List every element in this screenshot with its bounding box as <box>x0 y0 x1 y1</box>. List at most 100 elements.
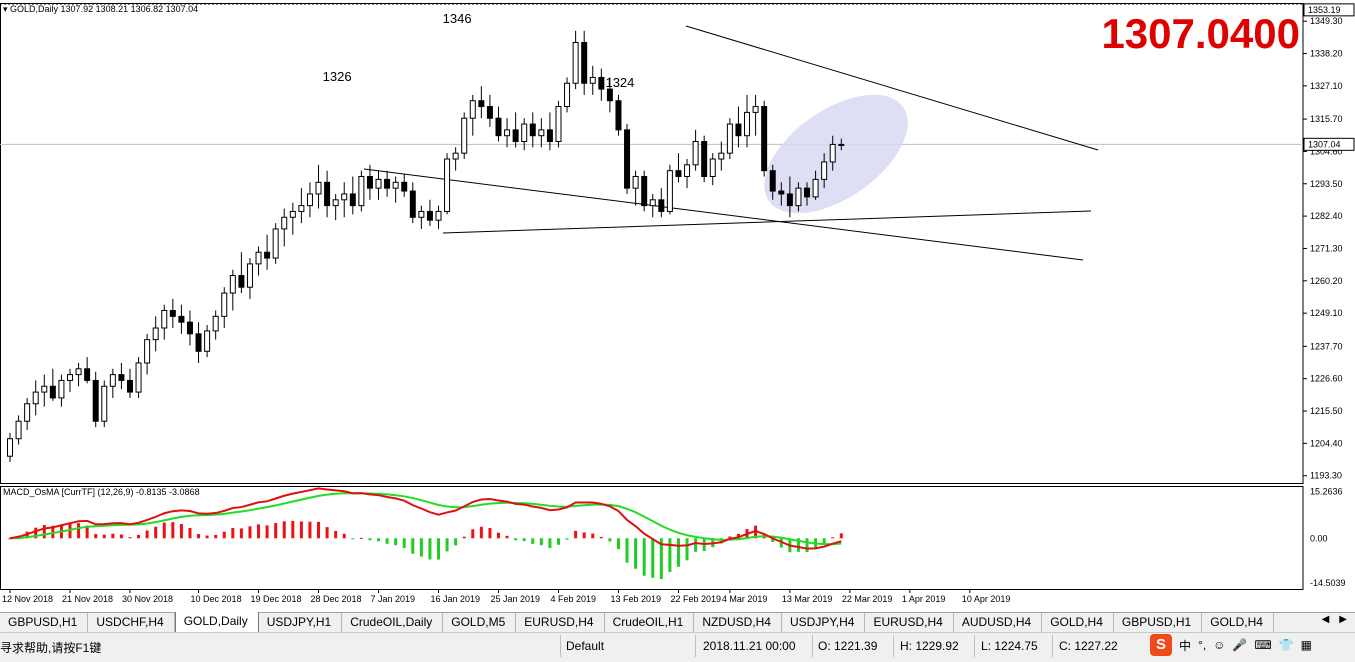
ime-emoji-icon[interactable]: ☺ <box>1213 638 1226 652</box>
osma-bar <box>34 527 38 539</box>
current-price-display: 1307.0400 <box>1101 10 1300 57</box>
osma-bar <box>394 538 398 546</box>
osma-bar <box>428 538 432 560</box>
candle-body <box>92 379 99 422</box>
candle-body <box>272 228 279 259</box>
status-divider <box>1052 635 1053 657</box>
osma-bar <box>625 538 629 563</box>
tab-eurusd-h4[interactable]: EURUSD,H4 <box>516 613 605 632</box>
tab-scroll-left-icon[interactable]: ◀ <box>1321 614 1330 625</box>
osma-bar <box>282 521 286 539</box>
candle-body <box>229 275 236 294</box>
candle-body <box>555 106 562 143</box>
candle-body <box>478 100 485 108</box>
chart-window[interactable]: 15.2636 0.00 -14.5039 1349.30 1338.20 1327.1… <box>0 0 1355 610</box>
tab-gold-h4[interactable]: GOLD,H4 <box>1202 613 1274 632</box>
tab-usdchf-h4[interactable]: USDCHF,H4 <box>88 613 175 632</box>
support-trendline <box>442 210 1092 234</box>
osma-bar <box>162 522 166 539</box>
candle-body <box>152 327 159 341</box>
ime-toolbar: S 中 °, ☺ 🎤 ⌨ 👕 ▦ <box>1150 632 1312 658</box>
osma-bar <box>222 531 226 539</box>
candle-body <box>598 76 605 90</box>
status-divider <box>560 635 561 657</box>
sogou-logo-icon[interactable]: S <box>1150 634 1172 656</box>
tab-eurusd-h4[interactable]: EURUSD,H4 <box>865 613 954 632</box>
osma-bar <box>239 528 243 539</box>
osma-bar <box>471 529 475 539</box>
osma-bar <box>582 532 586 539</box>
ime-apps-icon[interactable]: ▦ <box>1300 638 1312 652</box>
candle-body <box>761 106 768 172</box>
candle-body <box>49 385 56 399</box>
candle-body <box>564 82 571 108</box>
candle-body <box>692 141 699 166</box>
ime-keyboard-icon[interactable]: ⌨ <box>1254 638 1272 652</box>
chart-canvas[interactable]: 15.2636 0.00 -14.5039 1349.30 1338.20 1327.1… <box>0 0 1355 610</box>
tab-scroll-right-icon[interactable]: ▶ <box>1339 614 1347 625</box>
resistance-trendline <box>685 25 1099 151</box>
status-divider <box>695 635 696 657</box>
chart-menu-icon[interactable]: ▾ <box>3 4 11 14</box>
osma-bar <box>85 525 89 539</box>
ime-voice-icon[interactable]: 🎤 <box>1232 638 1248 652</box>
osma-bar <box>839 533 843 539</box>
candle-body <box>435 210 442 221</box>
signal-line <box>9 492 842 546</box>
candle-body <box>264 251 271 259</box>
osma-bar <box>359 537 363 539</box>
candle-body <box>255 251 262 265</box>
grid-layer <box>0 3 1304 590</box>
price-annotations: 1346 1326 1324 <box>323 11 635 90</box>
tab-gbpusd-h1[interactable]: GBPUSD,H1 <box>1114 613 1203 632</box>
candle-body <box>186 321 193 335</box>
candle-body <box>392 181 399 189</box>
ime-skin-icon[interactable]: 👕 <box>1278 638 1294 652</box>
status-profile[interactable]: Default <box>566 639 605 653</box>
osma-bar <box>274 523 278 539</box>
time-axis: 12 Nov 2018 21 Nov 2018 30 Nov 2018 10 Dec … <box>2 589 1010 604</box>
tab-crudeoil-daily[interactable]: CrudeOIL,Daily <box>342 613 444 632</box>
candle-body <box>109 374 116 387</box>
tab-nzdusd-h4[interactable]: NZDUSD,H4 <box>694 613 782 632</box>
osma-bar <box>368 538 372 541</box>
osma-bar <box>599 536 603 539</box>
osma-bar <box>616 538 620 550</box>
osma-bar <box>522 538 526 542</box>
candle-body <box>15 420 22 440</box>
ime-punctuation-icon[interactable]: °, <box>1198 638 1207 652</box>
tab-usdjpy-h1[interactable]: USDJPY,H1 <box>259 613 343 632</box>
tab-gbpusd-h1[interactable]: GBPUSD,H1 <box>0 613 89 632</box>
price-tick-label: 1349.30 <box>1310 16 1343 26</box>
osma-bar <box>334 530 338 539</box>
candle-series <box>7 30 845 463</box>
tab-audusd-h4[interactable]: AUDUSD,H4 <box>954 613 1043 632</box>
time-tick-label: 7 Jan 2019 <box>371 594 416 604</box>
tab-gold-daily[interactable]: GOLD,Daily <box>174 612 259 634</box>
candle-body <box>118 374 125 381</box>
osma-bar <box>445 538 449 552</box>
candle-body <box>786 193 793 207</box>
osma-bar <box>188 527 192 539</box>
main-plot-frame <box>0 3 1304 484</box>
osma-bar <box>651 538 655 578</box>
status-datetime: 2018.11.21 00:00 <box>703 639 796 653</box>
candle-body <box>24 403 31 422</box>
tab-usdjpy-h4[interactable]: USDJPY,H4 <box>782 613 866 632</box>
osc-tick-label: 15.2636 <box>1310 486 1343 496</box>
tab-gold-m5[interactable]: GOLD,M5 <box>443 613 517 632</box>
status-bar: 寻求帮助,请按F1键 Default 2018.11.21 00:00 O: 1… <box>0 632 1355 662</box>
tab-gold-h4[interactable]: GOLD,H4 <box>1042 613 1114 632</box>
price-tick-label: 1304.60 <box>1310 146 1343 156</box>
candle-body <box>804 187 811 198</box>
price-axis: 1349.30 1338.20 1327.10 1315.70 1304.60 1293.… <box>1303 3 1355 481</box>
candle-body <box>512 129 519 143</box>
candle-body <box>41 385 48 393</box>
osma-bar <box>831 537 835 539</box>
candle-body <box>529 123 536 137</box>
ime-language-toggle[interactable]: 中 <box>1179 638 1192 653</box>
candle-body <box>778 190 785 195</box>
candle-body <box>341 193 348 201</box>
tab-crudeoil-h1[interactable]: CrudeOIL,H1 <box>605 613 695 632</box>
osma-bar <box>265 525 269 539</box>
